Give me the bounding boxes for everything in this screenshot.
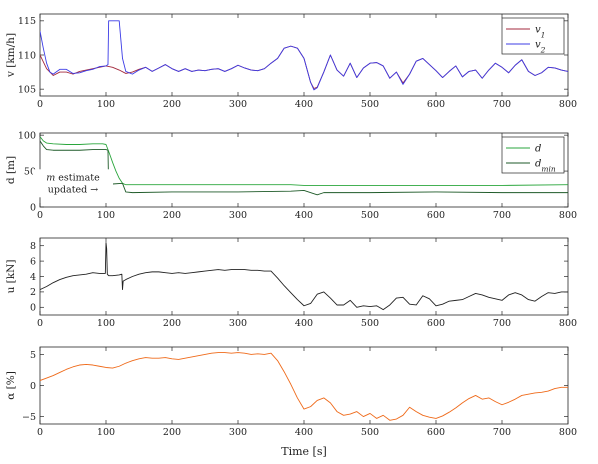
y-tick-label: 50 (24, 166, 36, 177)
chart-panel-3: 0 100 200 300 400 500 600 700 800 0 2 4 6 8 u [kN] (5, 237, 577, 329)
annotation-line: m estimate (46, 172, 100, 183)
series-line-series-1 (40, 242, 568, 311)
y-tick-label: 100 (18, 130, 36, 141)
series-line-series-1 (40, 352, 568, 421)
plot-area (39, 13, 569, 97)
x-tick-label: 100 (97, 99, 115, 110)
x-tick-label: 700 (493, 318, 511, 329)
x-tick-label: 700 (493, 99, 511, 110)
plot-area (39, 346, 569, 425)
x-tick-label: 600 (427, 99, 445, 110)
x-tick-label: 500 (361, 210, 379, 221)
y-tick-label: 6 (30, 256, 36, 267)
x-tick-label: 0 (37, 99, 43, 110)
x-tick-label: 400 (295, 427, 313, 438)
y-tick-label: 105 (18, 84, 36, 95)
x-tick-label: 800 (559, 99, 577, 110)
x-tick-label: 200 (163, 99, 181, 110)
y-axis-label: u [kN] (5, 260, 17, 294)
x-tick-label: 200 (163, 427, 181, 438)
annotation-background (33, 169, 113, 198)
x-tick-label: 700 (493, 210, 511, 221)
y-tick-label: 0 (30, 381, 36, 392)
plot-area (39, 132, 569, 208)
x-tick-label: 500 (361, 427, 379, 438)
x-tick-label: 0 (37, 318, 43, 329)
legend-label: v2 (535, 40, 546, 55)
legend-label: dmin (535, 159, 556, 174)
x-tick-label: 600 (427, 210, 445, 221)
plot-area (39, 237, 569, 316)
y-tick-label: 0 (30, 202, 36, 213)
legend: d dmin (501, 136, 565, 174)
y-tick-label: 115 (18, 16, 36, 27)
y-tick-label: 5 (30, 350, 36, 361)
y-tick-label: 8 (30, 241, 36, 252)
x-tick-label: 500 (361, 99, 379, 110)
y-axis-label: v [km/h] (5, 33, 17, 78)
series-line-d (40, 136, 568, 186)
y-tick-label: −5 (22, 412, 36, 423)
x-tick-label: 100 (97, 318, 115, 329)
x-tick-label: 800 (559, 427, 577, 438)
y-tick-label: 4 (30, 272, 36, 283)
legend-label: d (535, 144, 541, 155)
x-tick-label: 800 (559, 318, 577, 329)
legend-box (501, 17, 565, 55)
annotation-line: updated → (48, 184, 98, 195)
x-tick-label: 0 (37, 210, 43, 221)
y-tick-label: 110 (18, 50, 36, 61)
x-tick-label: 400 (295, 210, 313, 221)
y-tick-label: 0 (30, 303, 36, 314)
x-tick-label: 200 (163, 210, 181, 221)
chart-panel-2: 0 100 200 300 400 500 600 700 800 0 50 100 d [m] d dmi… (5, 130, 577, 221)
x-tick-label: 300 (229, 210, 247, 221)
y-tick-label: 2 (30, 287, 36, 298)
x-tick-label: 300 (229, 318, 247, 329)
x-tick-label: 700 (493, 427, 511, 438)
x-tick-label: 800 (559, 210, 577, 221)
x-tick-label: 400 (295, 99, 313, 110)
series-line-v2 (40, 20, 568, 91)
x-tick-label: 400 (295, 318, 313, 329)
x-axis-label: Time [s] (281, 445, 327, 458)
x-tick-label: 600 (427, 427, 445, 438)
y-axis-label: α [%] (5, 371, 17, 400)
legend-label: v1 (535, 25, 545, 40)
x-tick-label: 300 (229, 427, 247, 438)
x-tick-label: 200 (163, 318, 181, 329)
x-tick-label: 0 (37, 427, 43, 438)
series-line-dmin (40, 140, 568, 196)
legend-box (501, 136, 565, 174)
x-tick-label: 100 (97, 427, 115, 438)
y-axis-label: d [m] (5, 156, 17, 184)
x-tick-label: 300 (229, 99, 247, 110)
x-tick-label: 500 (361, 318, 379, 329)
x-tick-label: 100 (97, 210, 115, 221)
x-tick-label: 600 (427, 318, 445, 329)
